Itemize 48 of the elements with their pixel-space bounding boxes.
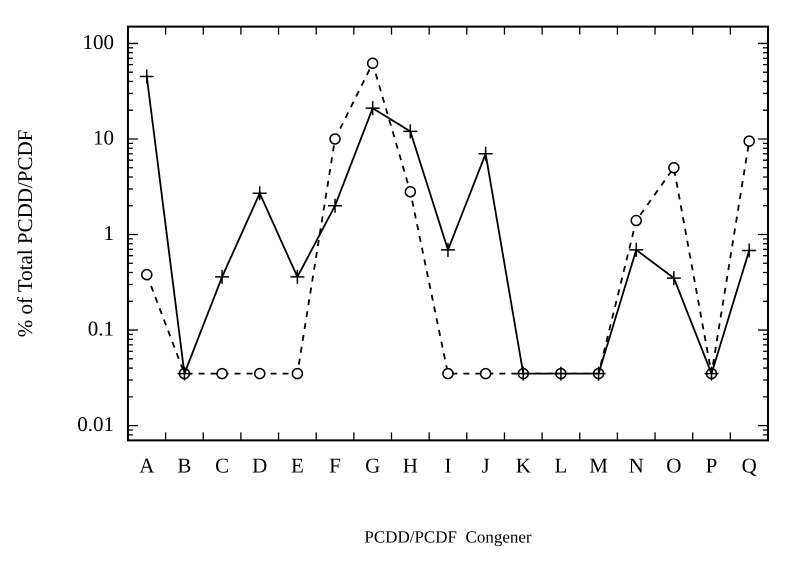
point: [478, 146, 494, 162]
x-tick-label: Q: [742, 454, 757, 478]
y-tick-label: 0.1: [88, 316, 114, 341]
x-tick-label: L: [554, 454, 568, 478]
x-tick-label: K: [516, 454, 531, 478]
y-tick-label: 1: [103, 221, 114, 246]
point: [402, 124, 418, 140]
point: [139, 68, 155, 84]
x-tick-label: M: [589, 454, 608, 478]
point: [480, 368, 492, 380]
y-tick-label: 0.01: [77, 412, 114, 436]
x-tick-label: I: [444, 454, 452, 478]
point: [216, 368, 228, 380]
x-tick-label: A: [139, 454, 156, 478]
point: [254, 368, 266, 380]
point: [628, 242, 644, 258]
x-tick-label: N: [628, 454, 644, 478]
point: [292, 368, 304, 380]
point: [290, 269, 306, 285]
point: [141, 268, 153, 280]
point: [743, 135, 755, 147]
x-tick-label: E: [290, 454, 304, 478]
point: [741, 242, 757, 258]
point: [668, 162, 680, 174]
point: [404, 186, 416, 198]
point: [252, 186, 268, 202]
x-tick-label: B: [177, 454, 192, 478]
point: [327, 198, 343, 214]
point: [366, 58, 378, 70]
x-tick-label: C: [215, 454, 230, 478]
x-tick-label: J: [482, 454, 490, 478]
y-tick-label: 10: [92, 125, 114, 150]
point: [666, 270, 682, 286]
x-tick-label: O: [666, 454, 682, 478]
x-tick-label: G: [365, 454, 380, 478]
point: [440, 242, 456, 258]
point: [329, 133, 341, 145]
y-tick-label: 100: [82, 30, 114, 54]
point: [630, 214, 642, 226]
y-axis-title: % of Total PCDD/PCDF: [13, 130, 38, 338]
x-tick-label: F: [329, 454, 341, 478]
point: [214, 269, 230, 285]
x-tick-label: P: [706, 454, 718, 478]
point: [364, 100, 380, 116]
x-axis-title: PCDD/PCDF Congener: [364, 527, 532, 546]
x-tick-label: D: [252, 454, 268, 478]
x-tick-label: H: [402, 454, 418, 478]
point: [442, 368, 454, 380]
